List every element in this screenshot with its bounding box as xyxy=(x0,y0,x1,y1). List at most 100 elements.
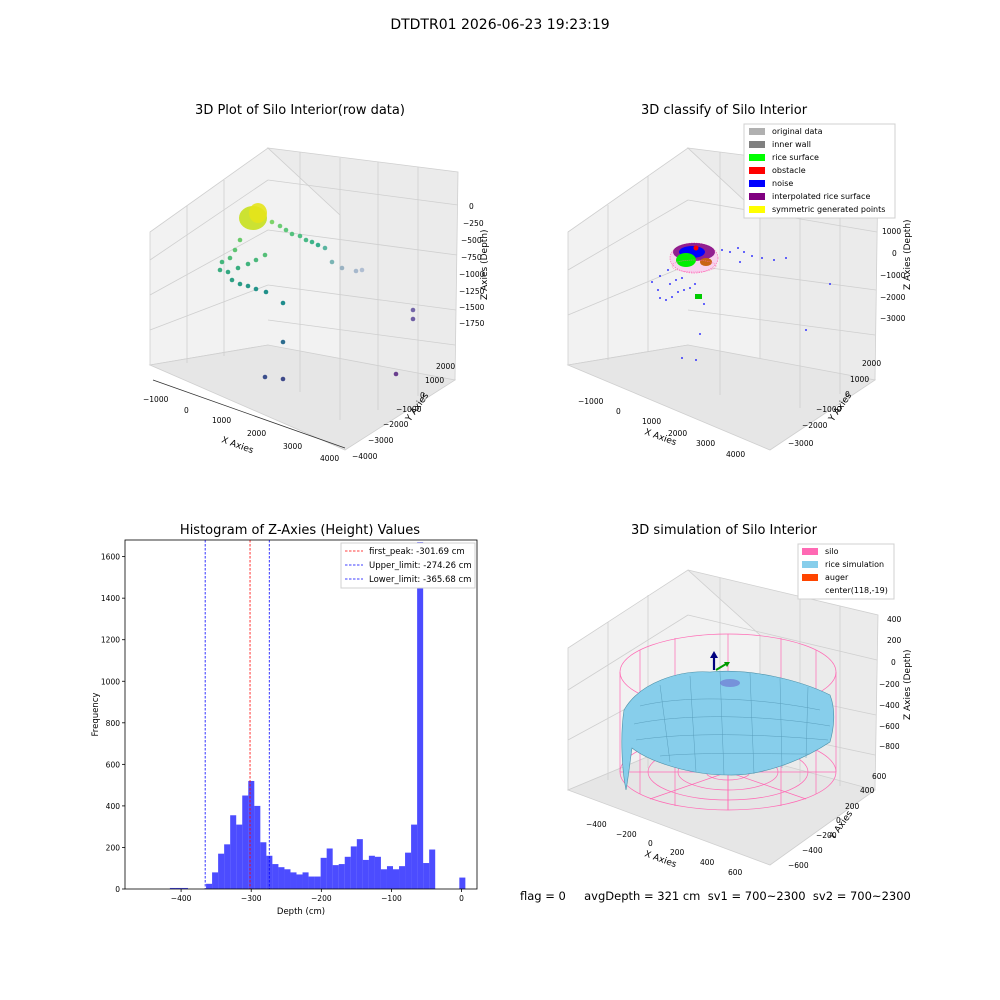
histogram-bar xyxy=(368,855,375,889)
y-tick-label: 400 xyxy=(106,802,121,811)
raw-x-tick: 2000 xyxy=(247,429,266,438)
legend-entry: first_peak: -301.69 cm xyxy=(345,547,465,557)
x-tick-label: −400 xyxy=(171,894,192,903)
legend-label: silo xyxy=(825,547,839,556)
legend-label: rice surface xyxy=(772,153,819,162)
raw-x-tick: 0 xyxy=(184,406,189,415)
histogram-bar xyxy=(429,849,436,889)
histogram-bar xyxy=(181,887,188,889)
histogram-bar xyxy=(417,542,424,889)
classify-x-tick: 3000 xyxy=(696,439,715,448)
classify-plot-title: 3D classify of Silo Interior xyxy=(640,103,808,118)
legend-swatch xyxy=(749,141,765,148)
histogram-bar xyxy=(206,883,213,889)
legend-label: obstacle xyxy=(772,166,806,175)
histogram-bar xyxy=(260,842,267,889)
histogram-bar xyxy=(374,856,381,889)
raw-y-tick: −1000 xyxy=(396,405,422,414)
x-tick-label: 0 xyxy=(459,894,464,903)
histogram-bar xyxy=(248,780,255,889)
histogram-bar xyxy=(314,876,321,889)
y-tick-label: 1600 xyxy=(101,553,120,562)
simulation-x-tick: −200 xyxy=(616,830,637,839)
simulation-z-label: Z Axies (Depth) xyxy=(903,649,913,720)
legend-swatch xyxy=(749,167,765,174)
histogram-bar xyxy=(308,876,315,889)
histogram-bar xyxy=(356,839,363,889)
legend-entry: Upper_limit: -274.26 cm xyxy=(345,561,472,571)
simulation-z-tick: −200 xyxy=(879,680,900,689)
y-tick-label: 1200 xyxy=(101,636,120,645)
histogram-bar xyxy=(332,865,339,889)
y-tick-label: 600 xyxy=(106,760,121,769)
classify-z-label: Z Axies (Depth) xyxy=(903,219,913,290)
raw-x-tick: 4000 xyxy=(320,454,339,463)
simulation-plot-title: 3D simulation of Silo Interior xyxy=(631,523,817,538)
histogram-bar xyxy=(242,795,249,889)
rice-surface xyxy=(621,670,835,791)
histogram-bar xyxy=(338,864,345,889)
raw-y-tick: 1000 xyxy=(425,376,444,385)
legend-entry: original data xyxy=(749,127,823,136)
histogram-reference-lines xyxy=(204,540,270,889)
classify-z-tick: −3000 xyxy=(880,314,906,323)
histogram-bar xyxy=(380,869,387,889)
histogram-bar xyxy=(254,805,261,889)
classify-x-tick: 4000 xyxy=(726,450,745,459)
raw-x-tick: 1000 xyxy=(212,416,231,425)
classify-point-cloud xyxy=(651,242,831,361)
classify-z-tick: −2000 xyxy=(880,293,906,302)
raw-y-tick: 0 xyxy=(420,391,425,400)
classify-y-tick: −3000 xyxy=(788,439,814,448)
simulation-y-tick: 600 xyxy=(872,772,887,781)
simulation-y-tick: −200 xyxy=(816,831,837,840)
histogram-chart: −400 −300 −200 −100 0 0 200 400 600 800 1000 1200 1… xyxy=(91,539,478,917)
legend-entry: center(118,-19) xyxy=(825,586,888,595)
raw-y-tick: 2000 xyxy=(436,362,455,371)
histogram-bar xyxy=(399,866,406,889)
raw-y-tick: −4000 xyxy=(352,452,378,461)
y-tick-label: 800 xyxy=(106,719,121,728)
y-tick-label: 0 xyxy=(115,885,120,894)
histogram-frame xyxy=(124,539,478,890)
simulation-z-tick: −600 xyxy=(879,722,900,731)
raw-z-tick: −750 xyxy=(461,253,482,262)
simulation-z-tick: 200 xyxy=(887,636,902,645)
legend-swatch xyxy=(749,193,765,200)
classify-z-tick: 1000 xyxy=(882,227,901,236)
classify-z-tick: −1000 xyxy=(880,271,906,280)
histogram-bar xyxy=(326,848,333,889)
legend-swatch xyxy=(802,574,818,581)
histogram-y-label: Frequency xyxy=(91,693,101,737)
legend-entry: noise xyxy=(749,179,793,188)
raw-z-tick: −1000 xyxy=(459,270,485,279)
simulation-z-axis: 400 200 0 −200 −400 −600 −800 Z Axies (D… xyxy=(879,615,913,751)
raw-x-tick: 3000 xyxy=(283,442,302,451)
raw-z-tick: −1750 xyxy=(459,319,485,328)
simulation-x-tick: 0 xyxy=(648,839,653,848)
classify-y-tick: 0 xyxy=(845,390,850,399)
simulation-x-tick: 600 xyxy=(728,868,743,877)
raw-z-tick: −500 xyxy=(461,236,482,245)
legend-label: noise xyxy=(772,179,793,188)
legend-swatch xyxy=(749,206,765,213)
histogram-bars xyxy=(169,542,466,889)
simulation-z-tick: 400 xyxy=(887,615,902,624)
histogram-bar xyxy=(236,824,243,889)
x-tick-label: −200 xyxy=(311,894,332,903)
simulation-z-tick: −400 xyxy=(879,701,900,710)
legend-entry: silo xyxy=(802,547,839,556)
raw-x-tick: −1000 xyxy=(143,395,169,404)
raw-x-label: X Axies xyxy=(220,435,255,456)
histogram-bar xyxy=(302,872,309,889)
raw-y-tick: −3000 xyxy=(368,436,394,445)
status-footer: flag = 0 avgDepth = 321 cm sv1 = 700~230… xyxy=(520,889,911,903)
classify-y-tick: −2000 xyxy=(802,421,828,430)
legend-swatch xyxy=(749,128,765,135)
legend-swatch xyxy=(749,154,765,161)
simulation-y-tick: −400 xyxy=(802,846,823,855)
simulation-y-tick: 0 xyxy=(836,816,841,825)
classify-y-tick: −1000 xyxy=(816,405,842,414)
histogram-bar xyxy=(296,874,303,889)
legend-swatch xyxy=(802,561,818,568)
